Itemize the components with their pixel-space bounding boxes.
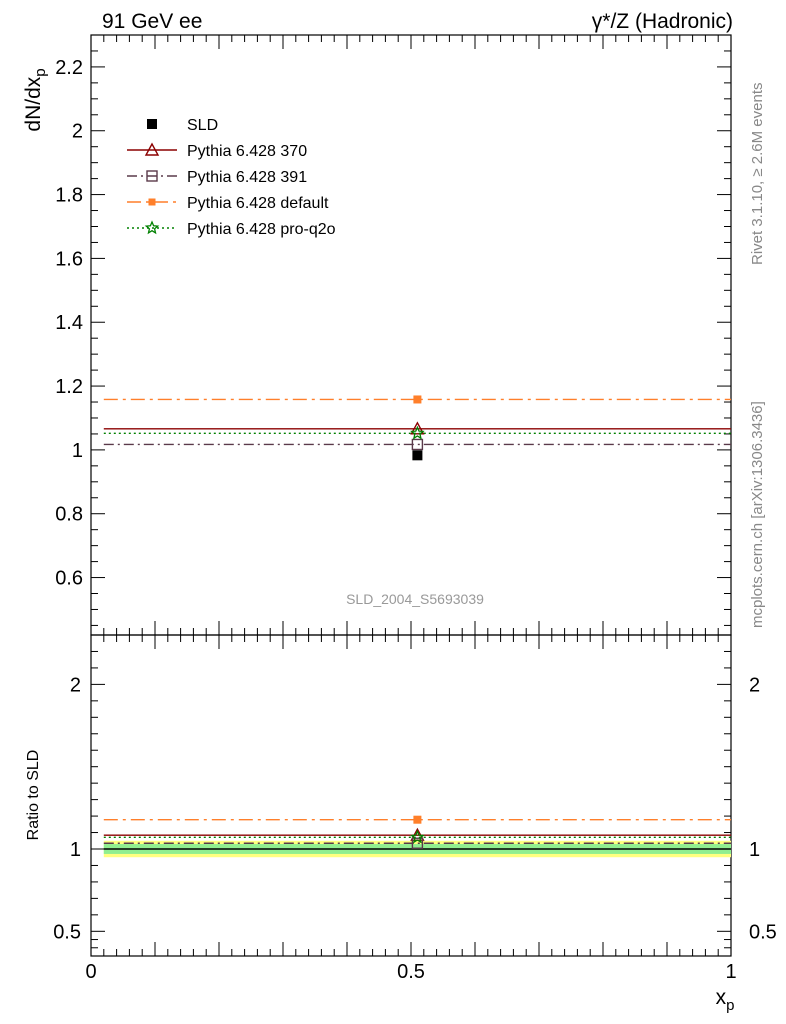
y-axis-label: dN/dxp — [22, 68, 49, 131]
series-pythia-6-428-default-marker — [413, 395, 422, 404]
series-pythia-6-428-pro-q2o-marker — [410, 425, 425, 440]
ratio-frame — [90, 634, 732, 957]
ratio-y-tick-label: 0.5 — [53, 921, 81, 943]
ratio-y-tick-label-right: 2 — [749, 674, 760, 696]
legend-pythia-6-428-391-marker — [146, 170, 158, 182]
y-tick-label: 1.2 — [55, 376, 83, 398]
chart-title-left: 91 GeV ee — [102, 10, 202, 33]
y-tick-label: 0.6 — [55, 568, 83, 590]
legend-entry: Pythia 6.428 391 — [127, 169, 307, 186]
y-tick-label: 1 — [72, 440, 83, 462]
ratio-pythia-6-428-default-marker — [413, 815, 422, 824]
chart-title-right: γ*/Z (Hadronic) — [592, 10, 733, 33]
legend-pythia-6-428-default-marker — [148, 198, 156, 206]
x-tick-label: 1 — [725, 961, 736, 983]
legend-pythia-6-428-391-label: Pythia 6.428 391 — [187, 169, 307, 186]
ratio-pythia-6-428-391-marker — [411, 837, 424, 849]
y-tick-label: 2 — [72, 121, 83, 143]
legend-entry: Pythia 6.428 pro-q2o — [127, 220, 336, 238]
ratio-y-tick-label: 2 — [70, 674, 81, 696]
legend-pythia-6-428-pro-q2o-marker — [144, 220, 160, 235]
legend-sld-marker — [147, 119, 157, 129]
y-tick-label: 1.4 — [55, 312, 83, 334]
ratio-y-tick-label-right: 1 — [749, 839, 760, 861]
legend-pythia-6-428-default-label: Pythia 6.428 default — [187, 195, 329, 212]
y-tick-label: 0.8 — [55, 504, 83, 526]
legend-pythia-6-428-370-label: Pythia 6.428 370 — [187, 143, 307, 160]
legend-pythia-6-428-pro-q2o-label: Pythia 6.428 pro-q2o — [187, 221, 336, 238]
series-pythia-6-428-370-marker — [410, 421, 425, 435]
legend-entry: Pythia 6.428 default — [127, 195, 329, 212]
analysis-id-label: SLD_2004_S5693039 — [346, 591, 484, 607]
series-pythia-6-428-391-marker — [411, 438, 424, 451]
legend: SLD Pythia 6.428 370 Pythia 6.428 391 Pythi… — [127, 117, 336, 238]
legend-sld-label: SLD — [187, 117, 218, 134]
mcplots-label: mcplots.cern.ch [arXiv:1306.3436] — [749, 401, 766, 628]
ratio-pythia-6-428-pro-q2o-marker — [410, 829, 425, 844]
x-tick-label: 0.5 — [397, 961, 425, 983]
legend-entry: SLD — [147, 117, 218, 134]
y-tick-label: 1.6 — [55, 248, 83, 270]
main-plot-panel: 0.6 0.8 1 1.2 1.4 1.6 1.8 2 2.2 dN/dxp — [22, 34, 732, 636]
legend-pythia-6-428-370-marker — [144, 142, 160, 156]
rivet-label: Rivet 3.1.10, ≥ 2.6M events — [749, 83, 766, 266]
ratio-y-tick-label: 1 — [70, 839, 81, 861]
legend-entry: Pythia 6.428 370 — [127, 142, 307, 160]
series-sld-point — [412, 450, 423, 461]
y-tick-label: 2.2 — [55, 57, 83, 79]
y-tick-label: 1.8 — [55, 185, 83, 207]
x-tick-label: 0 — [85, 961, 96, 983]
ratio-y-tick-label-right: 0.5 — [749, 921, 777, 943]
x-axis-label: xp — [716, 986, 735, 1014]
ratio-y-axis-label: Ratio to SLD — [25, 750, 42, 841]
